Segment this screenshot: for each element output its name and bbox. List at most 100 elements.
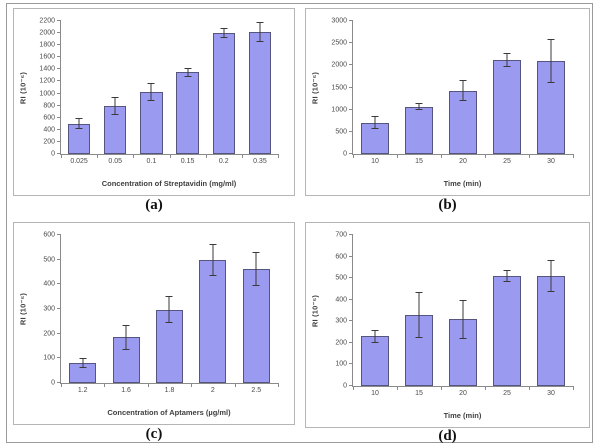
error-bar-cap — [184, 68, 192, 70]
bar — [361, 336, 389, 386]
y-tick-mark — [57, 140, 61, 142]
x-tick-mark — [529, 154, 530, 158]
y-tick-mark — [57, 258, 61, 260]
panel-b: RI (10⁻⁶) 0 500 1000 1500 2000 2500 3000 10 15 20… — [305, 8, 590, 196]
x-tick-label: 10 — [371, 158, 379, 165]
x-tick-label: 1.2 — [77, 387, 88, 394]
x-tick-mark — [205, 154, 207, 158]
error-bar-cap — [122, 325, 130, 327]
y-tick-mark — [349, 234, 353, 235]
y-tick-label: 200 — [43, 138, 55, 146]
x-tick-label: 30 — [547, 390, 555, 397]
error-bar — [183, 68, 192, 77]
y-tick-mark — [349, 20, 353, 21]
x-tick-label: 15 — [415, 158, 423, 165]
x-tick-mark — [397, 154, 398, 158]
y-tick-mark — [57, 32, 61, 34]
x-tick-label: 30 — [547, 158, 555, 165]
error-bar-cap — [256, 41, 264, 43]
x-tick-mark — [485, 386, 486, 390]
error-bar-cap — [184, 75, 192, 77]
y-tick-label: 1000 — [39, 90, 55, 98]
y-tick-label: 400 — [43, 280, 55, 288]
error-bar-cap — [547, 38, 555, 40]
bar — [493, 59, 521, 154]
y-axis-title: RI (10⁻⁶) — [18, 71, 28, 104]
error-bar-cap — [415, 337, 423, 339]
y-tick-mark — [349, 385, 353, 386]
error-bar-line — [550, 38, 552, 84]
x-tick-mark — [147, 383, 149, 387]
y-tick-label: 400 — [335, 296, 347, 304]
y-tick-label: 300 — [43, 305, 55, 313]
x-axis-title: Concentration of Aptamers (µg/ml) — [107, 408, 231, 417]
y-tick-mark — [57, 382, 61, 383]
error-bar-cap — [503, 52, 511, 54]
caption-c: (c) — [145, 426, 163, 442]
bar — [493, 276, 521, 386]
error-bar-line — [255, 251, 257, 287]
y-tick-label: 1600 — [39, 53, 55, 61]
bar — [405, 106, 433, 154]
error-bar-cap — [547, 260, 555, 262]
error-bar-line — [418, 102, 420, 111]
y-tick-mark — [349, 86, 353, 88]
y-tick-mark — [57, 104, 61, 106]
y-tick-label: 2500 — [331, 39, 347, 47]
y-tick-mark — [349, 341, 353, 343]
error-bar-cap — [165, 295, 173, 297]
error-bar — [78, 358, 87, 369]
chart-box-b: RI (10⁻⁶) 0 500 1000 1500 2000 2500 3000 10 15 20… — [305, 8, 590, 196]
error-bar-line — [506, 52, 508, 67]
error-bar-line — [223, 28, 225, 38]
error-bar-line — [374, 329, 376, 343]
error-bar-line — [462, 299, 464, 339]
error-bar-line — [150, 83, 152, 102]
error-bar-cap — [209, 275, 217, 277]
y-tick-label: 100 — [335, 360, 347, 368]
error-bar-cap — [122, 348, 130, 350]
x-tick-mark — [485, 154, 486, 158]
x-tick-mark — [278, 383, 279, 387]
bar — [537, 60, 565, 154]
error-bar-cap — [79, 358, 87, 360]
y-tick-label: 0 — [343, 382, 347, 390]
y-tick-label: 800 — [43, 102, 55, 110]
x-tick-mark — [104, 383, 106, 387]
error-bar — [503, 52, 512, 67]
y-tick-label: 1800 — [39, 41, 55, 49]
x-tick-label: 1.6 — [121, 387, 131, 394]
error-bar-cap — [371, 115, 379, 117]
error-bar — [147, 83, 156, 102]
x-tick-label: 2 — [210, 387, 215, 394]
error-bar — [459, 80, 468, 101]
error-bar-cap — [165, 322, 173, 324]
x-tick-label: 0.05 — [108, 158, 123, 165]
error-bar-cap — [147, 83, 155, 85]
y-tick-label: 300 — [335, 317, 347, 325]
y-tick-label: 3000 — [331, 17, 347, 25]
bar — [449, 90, 477, 154]
error-bar-cap — [75, 128, 83, 130]
panel-a: RI (10⁻⁶) 0 200 400 600 800 1000 1200 1400 1600 1… — [13, 8, 295, 196]
x-tick-mark — [97, 154, 99, 158]
error-bar-cap — [252, 251, 260, 253]
x-tick-label: 2.5 — [251, 387, 262, 394]
error-bar-cap — [111, 96, 119, 98]
error-bar-cap — [503, 269, 511, 271]
error-bar-line — [82, 358, 84, 369]
y-tick-label: 0 — [51, 379, 55, 387]
y-tick-label: 2000 — [39, 29, 55, 37]
caption-d: (d) — [438, 428, 457, 444]
error-bar-line — [212, 244, 214, 277]
y-tick-mark — [349, 320, 353, 322]
x-tick-mark — [397, 386, 398, 390]
x-axis-title: Time (min) — [443, 411, 482, 420]
error-bar-cap — [459, 80, 467, 82]
x-tick-label: 25 — [503, 158, 511, 165]
error-bar — [252, 251, 261, 287]
y-tick-mark — [57, 283, 61, 285]
y-tick-label: 600 — [335, 253, 347, 261]
error-bar-cap — [79, 367, 87, 369]
error-bar-cap — [220, 36, 228, 38]
